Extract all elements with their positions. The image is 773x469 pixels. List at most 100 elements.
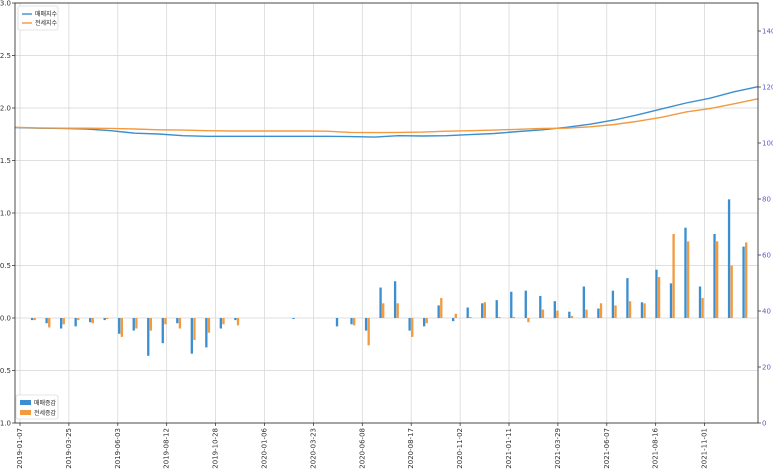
bar-jeonse bbox=[469, 316, 472, 318]
bar-jeonse bbox=[353, 318, 356, 326]
left-tick-label: 1.5 bbox=[0, 157, 11, 165]
bar-jeonse bbox=[164, 318, 167, 325]
bar-maemae bbox=[350, 318, 353, 325]
left-tick-label: -1.0 bbox=[0, 420, 11, 428]
x-tick-label: 2019-08-12 bbox=[163, 428, 171, 469]
right-axis: 0 20 40 60 80 100 120 140 bbox=[758, 28, 773, 428]
right-tick-label: 40 bbox=[762, 308, 771, 316]
bar-jeonse bbox=[745, 242, 748, 318]
right-tick-label: 100 bbox=[762, 140, 773, 148]
bar-jeonse bbox=[91, 318, 94, 324]
bar-jeonse bbox=[527, 318, 530, 323]
line-jeonse-index bbox=[14, 98, 759, 134]
bar-jeonse bbox=[628, 301, 632, 318]
legend-bar-swatch-0 bbox=[20, 400, 31, 405]
bar-jeonse bbox=[454, 313, 457, 318]
right-tick-label: 0 bbox=[762, 420, 766, 428]
legend-bars: 매매증감 전세증감 bbox=[15, 394, 59, 420]
bar-maemae bbox=[452, 318, 455, 322]
bar-maemae bbox=[597, 308, 600, 318]
bar-maemae bbox=[713, 234, 716, 318]
bar-jeonse bbox=[236, 318, 240, 326]
x-tick-label: 2019-01-07 bbox=[16, 428, 24, 469]
bar-maemae bbox=[205, 318, 208, 348]
bar-jeonse bbox=[207, 318, 211, 333]
left-axis: -1.0 -0.5 0.0 0.5 1.0 1.5 2.0 2.5 3.0 bbox=[0, 0, 15, 428]
bar-jeonse bbox=[541, 309, 545, 318]
bar-maemae bbox=[437, 305, 440, 318]
bar-maemae bbox=[292, 318, 295, 320]
bar-maemae bbox=[190, 318, 193, 354]
bar-maemae bbox=[45, 318, 48, 324]
bar-maemae bbox=[698, 286, 702, 318]
left-tick-label: 3.0 bbox=[0, 0, 11, 8]
x-tick-label: 2019-03-25 bbox=[65, 428, 73, 469]
bar-maemae bbox=[118, 318, 121, 334]
bar-jeonse bbox=[657, 277, 661, 318]
bar-maemae bbox=[553, 301, 556, 318]
legend-line-label-0: 매매지수 bbox=[35, 10, 58, 18]
legend-bar-label-0: 매매증감 bbox=[34, 399, 57, 407]
bar-jeonse bbox=[585, 309, 588, 318]
bar-maemae bbox=[524, 290, 527, 318]
bar-jeonse bbox=[396, 303, 399, 318]
bar-maemae bbox=[89, 318, 92, 323]
bar-maemae bbox=[234, 318, 237, 321]
bar-jeonse bbox=[178, 318, 182, 329]
x-tick-label: 2020-01-06 bbox=[261, 427, 269, 468]
bar-maemae bbox=[176, 318, 179, 324]
bar-maemae bbox=[161, 318, 164, 344]
bar-jeonse bbox=[77, 318, 80, 321]
bar-jeonse bbox=[716, 241, 719, 318]
x-axis: 2019-01-07 2019-03-25 2019-06-03 2019-08-12… bbox=[16, 423, 709, 469]
x-tick-label: 2020-03-23 bbox=[309, 428, 317, 469]
x-tick-label: 2019-06-03 bbox=[114, 428, 122, 469]
legend-bar-swatch-1 bbox=[20, 410, 31, 415]
bar-jeonse bbox=[222, 318, 225, 325]
bar-maemae bbox=[147, 318, 150, 356]
bar-jeonse bbox=[570, 315, 574, 318]
bar-maemae bbox=[684, 227, 687, 318]
bar-jeonse bbox=[149, 318, 153, 331]
bar-maemae bbox=[655, 269, 658, 318]
bar-maemae bbox=[727, 199, 731, 318]
left-tick-label: 2.5 bbox=[0, 52, 11, 60]
bar-maemae bbox=[611, 290, 615, 318]
x-tick-label: 2021-01-11 bbox=[505, 428, 513, 469]
bar-maemae bbox=[408, 318, 411, 331]
bar-jeonse bbox=[686, 241, 690, 318]
x-tick-label: 2019-10-28 bbox=[212, 428, 220, 469]
legend-lines: 매매지수 전세지수 bbox=[17, 5, 59, 31]
bar-jeonse bbox=[643, 303, 646, 318]
bar-maemae bbox=[481, 303, 484, 318]
bar-jeonse bbox=[382, 303, 385, 318]
bar-jeonse bbox=[483, 302, 487, 318]
x-tick-label: 2021-03-29 bbox=[554, 428, 562, 469]
bar-maemae bbox=[364, 318, 368, 331]
lines bbox=[14, 86, 759, 138]
bar-maemae bbox=[393, 281, 397, 318]
bar-jeonse bbox=[48, 318, 51, 328]
x-tick-label: 2021-11-01 bbox=[701, 428, 709, 469]
bar-jeonse bbox=[599, 303, 603, 318]
grid bbox=[15, 2, 758, 424]
bar-jeonse bbox=[135, 318, 138, 329]
left-tick-label: -0.5 bbox=[0, 367, 11, 375]
right-tick-label: 20 bbox=[762, 364, 771, 372]
bar-maemae bbox=[669, 283, 673, 318]
bar-jeonse bbox=[672, 234, 675, 318]
bar-maemae bbox=[640, 302, 644, 318]
bar-maemae bbox=[568, 311, 571, 318]
bar-maemae bbox=[335, 318, 339, 327]
bar-maemae bbox=[59, 318, 63, 329]
bar-maemae bbox=[510, 291, 513, 318]
bar-jeonse bbox=[120, 318, 124, 337]
x-tick-label: 2021-06-07 bbox=[603, 428, 611, 469]
bar-jeonse bbox=[556, 310, 559, 318]
legend-line-label-1: 전세지수 bbox=[35, 19, 58, 27]
left-tick-label: 2.0 bbox=[0, 105, 11, 113]
bar-jeonse bbox=[512, 316, 516, 318]
right-tick-label: 140 bbox=[762, 28, 773, 36]
